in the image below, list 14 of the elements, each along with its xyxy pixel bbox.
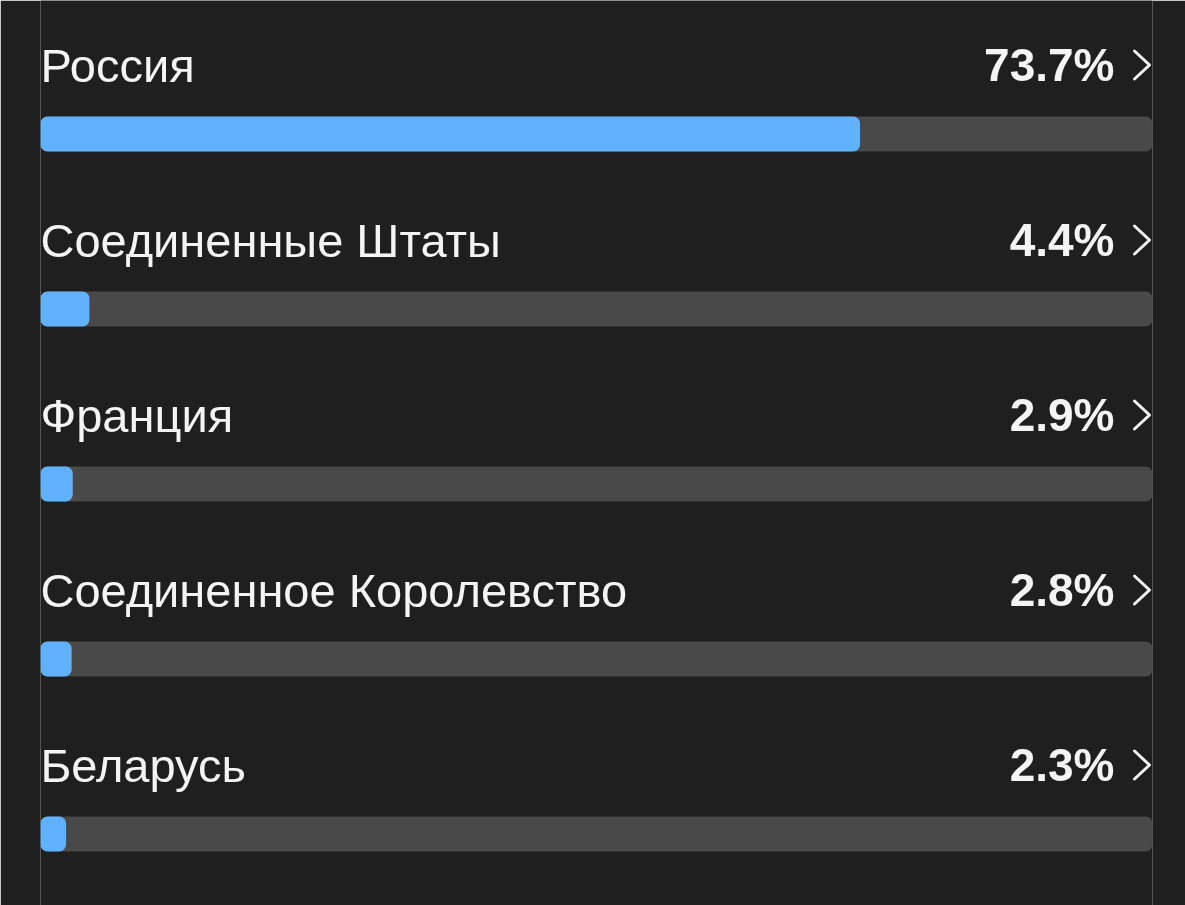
- y-tick-label: Соединенные Штаты: [40, 213, 501, 267]
- data-label: 4.4%: [1009, 214, 1115, 266]
- y-tick-label: Россия: [40, 38, 195, 92]
- data-label: 73.7%: [984, 39, 1115, 91]
- y-tick-label: Франция: [40, 388, 234, 442]
- bar: [40, 641, 72, 677]
- data-label: 2.9%: [1009, 389, 1115, 441]
- y-tick-label: Беларусь: [40, 738, 247, 792]
- y-tick-label: Соединенное Королевство: [40, 563, 628, 617]
- data-label: 2.3%: [1009, 739, 1115, 791]
- data-label: 2.8%: [1009, 564, 1115, 616]
- bar: [40, 816, 67, 852]
- bar: [40, 291, 90, 327]
- bar: [40, 466, 73, 502]
